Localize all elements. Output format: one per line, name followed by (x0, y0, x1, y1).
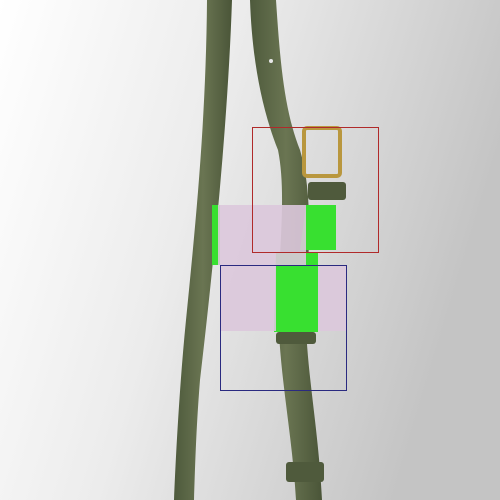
overlay-region (220, 265, 276, 331)
bounding-box (252, 127, 379, 253)
strap-loop (308, 182, 346, 200)
rivet (269, 59, 273, 63)
overlay-region (218, 205, 306, 265)
strap-loop (286, 462, 324, 482)
left-strap (174, 0, 232, 500)
mask-region (300, 205, 336, 250)
mask-region (212, 205, 220, 265)
bounding-box (220, 265, 347, 391)
mask-region (274, 252, 318, 332)
strap-loop (276, 332, 316, 344)
overlay-region (318, 265, 346, 331)
